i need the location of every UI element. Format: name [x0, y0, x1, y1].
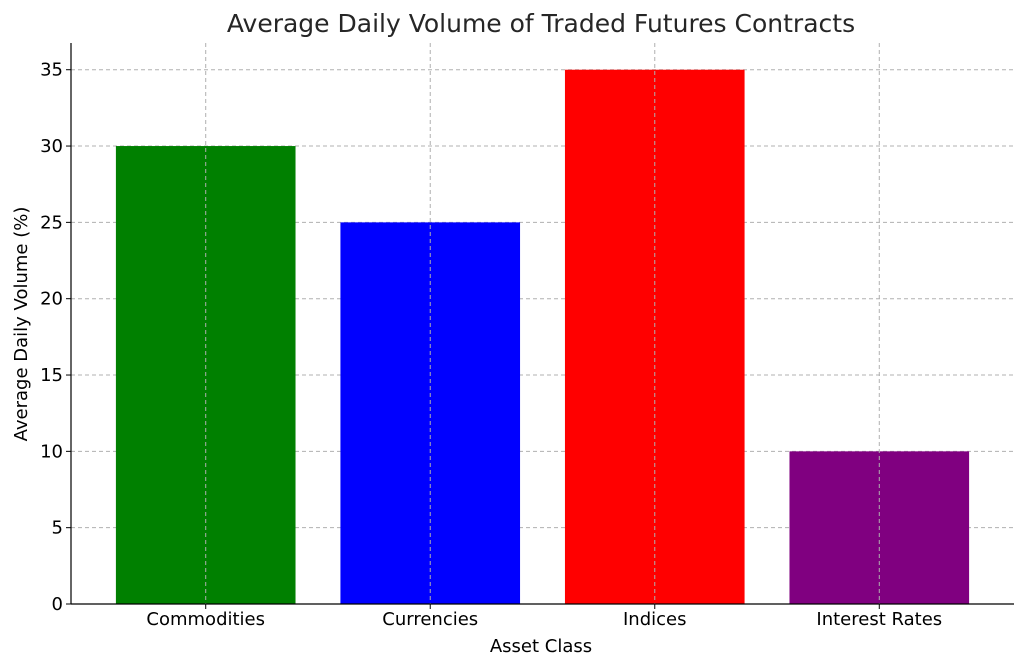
y-tick-label: 20 — [40, 289, 63, 310]
y-tick-label: 0 — [52, 594, 63, 615]
vertical-grid-layer — [205, 43, 880, 604]
bar — [340, 222, 521, 604]
y-tick-label: 35 — [40, 60, 63, 81]
x-tick-label: Commodities — [146, 609, 265, 630]
y-tick-label: 15 — [40, 365, 63, 386]
y-axis-label: Average Daily Volume (%) — [11, 207, 32, 442]
y-tick-label: 10 — [40, 441, 63, 462]
bars-layer — [115, 69, 970, 604]
x-tick-label: Currencies — [382, 609, 478, 630]
y-tick-label: 25 — [40, 212, 63, 233]
y-tick-label: 5 — [52, 518, 63, 539]
chart-title: Average Daily Volume of Traded Futures C… — [227, 9, 855, 38]
y-ticks-layer: 0 5 10 15 20 25 30 35 — [40, 60, 71, 615]
x-tick-label: Interest Rates — [816, 609, 942, 630]
y-tick-label: 30 — [40, 136, 63, 157]
x-axis-label: Asset Class — [490, 636, 592, 657]
x-ticks-layer: Commodities Currencies Indices Interest Rat… — [146, 604, 942, 630]
x-tick-label: Indices — [623, 609, 687, 630]
axes-layer — [70, 43, 1014, 605]
